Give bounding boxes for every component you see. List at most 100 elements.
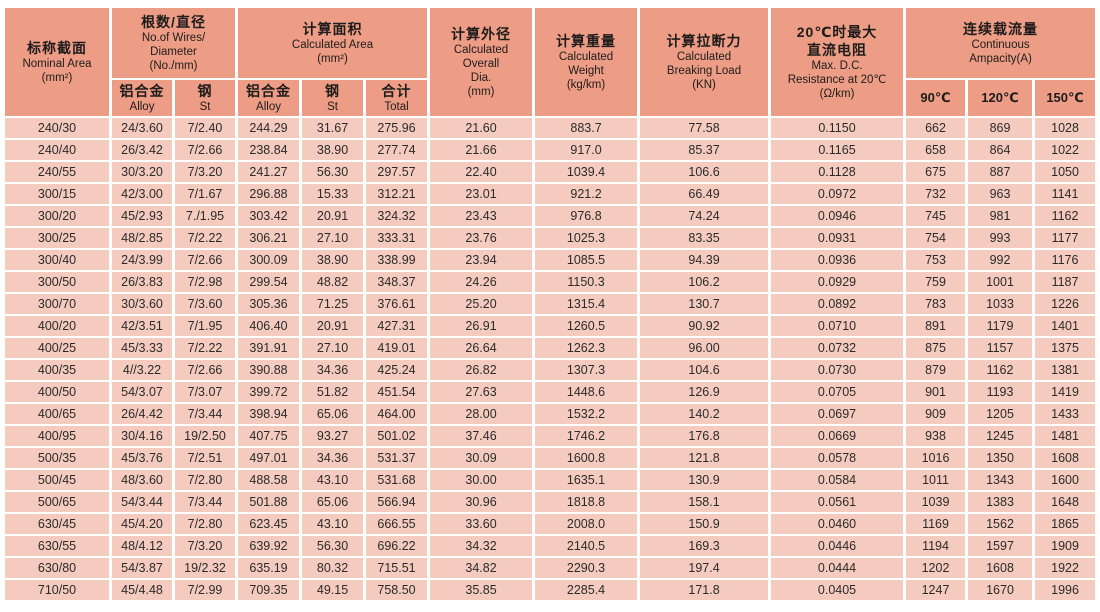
cell-area-steel: 56.30 [302,162,364,183]
cell-breaking-load: 158.1 [640,492,769,513]
subheader-temp-120-label: 120℃ [981,90,1019,106]
cell-wires-alloy: 45/4.20 [112,514,172,535]
cell-area-alloy: 299.54 [238,272,300,293]
cell-ampacity-150: 1648 [1035,492,1096,513]
cell-area-alloy: 305.36 [238,294,300,315]
cell-wires-steel: 7/1.95 [175,316,236,337]
table-row: 710/50 45/4.48 7/2.99 709.35 49.15 758.50 35.8… [5,580,1096,601]
cell-ampacity-90: 662 [906,118,966,139]
cell-area-alloy: 398.94 [238,404,300,425]
cell-area-steel: 20.91 [302,206,364,227]
cell-ampacity-90: 783 [906,294,966,315]
cell-area-total: 277.74 [366,140,428,161]
header-calculated-area-zh: 计算面积 [302,20,363,37]
cell-wires-alloy: 30/3.20 [112,162,172,183]
table-row: 500/45 48/3.60 7/2.80 488.58 43.10 531.68 30.0… [5,470,1096,491]
cell-nominal-area: 710/50 [5,580,109,601]
cell-ampacity-120: 963 [968,184,1033,205]
cell-nominal-area: 630/45 [5,514,109,535]
cell-breaking-load: 176.8 [640,426,769,447]
subheader-temp-90-label: 90℃ [920,90,951,106]
header-calculated-area-en: Calculated Area (mm²) [291,39,374,66]
cell-area-steel: 65.06 [302,404,364,425]
cell-ampacity-90: 901 [906,382,966,403]
subheader-area-total-en: Total [384,101,409,114]
cell-wires-alloy: 4//3.22 [112,360,172,381]
header-wires-diameter: 根数/直径 No.of Wires/ Diameter (No./mm) [112,8,236,78]
cell-area-total: 275.96 [366,118,428,139]
cell-area-total: 427.31 [366,316,428,337]
cell-overall-dia: 25.20 [430,294,533,315]
cell-wires-steel: 7/2.66 [175,360,236,381]
cell-wires-alloy: 45/3.76 [112,448,172,469]
cell-breaking-load: 130.7 [640,294,769,315]
cell-weight: 1315.4 [535,294,638,315]
cell-weight: 2008.0 [535,514,638,535]
cell-dc-resistance: 0.1150 [771,118,904,139]
cell-ampacity-90: 745 [906,206,966,227]
subheader-wires-alloy: 铝合金 Alloy [112,80,172,117]
cell-wires-steel: 7/2.66 [175,250,236,271]
cell-ampacity-120: 1179 [968,316,1033,337]
cell-ampacity-120: 1162 [968,360,1033,381]
cell-ampacity-90: 753 [906,250,966,271]
cell-ampacity-120: 1350 [968,448,1033,469]
cell-overall-dia: 23.94 [430,250,533,271]
cell-area-total: 324.32 [366,206,428,227]
cell-area-steel: 27.10 [302,228,364,249]
cell-ampacity-120: 1608 [968,558,1033,579]
cell-nominal-area: 300/70 [5,294,109,315]
cell-overall-dia: 34.32 [430,536,533,557]
cell-weight: 1600.8 [535,448,638,469]
cell-area-total: 566.94 [366,492,428,513]
subheader-area-alloy-zh: 铝合金 [246,83,292,99]
header-nominal-area: 标称截面 Nominal Area (mm²) [5,8,109,117]
cell-nominal-area: 300/25 [5,228,109,249]
table-row: 630/55 48/4.12 7/3.20 639.92 56.30 696.22 34.3… [5,536,1096,557]
cell-dc-resistance: 0.0444 [771,558,904,579]
subheader-area-steel-en: St [327,101,338,114]
cell-weight: 2140.5 [535,536,638,557]
cell-weight: 1532.2 [535,404,638,425]
cell-ampacity-150: 1600 [1035,470,1096,491]
cell-wires-alloy: 42/3.00 [112,184,172,205]
cell-area-alloy: 306.21 [238,228,300,249]
cell-area-total: 312.21 [366,184,428,205]
cell-nominal-area: 400/95 [5,426,109,447]
header-overall-dia-en: Calculated Overall Dia. (mm) [453,44,509,99]
cell-breaking-load: 96.00 [640,338,769,359]
cell-ampacity-150: 1375 [1035,338,1096,359]
cell-wires-alloy: 26/4.42 [112,404,172,425]
cell-area-total: 333.31 [366,228,428,249]
cell-breaking-load: 104.6 [640,360,769,381]
cell-wires-steel: 7/2.66 [175,140,236,161]
cell-dc-resistance: 0.1128 [771,162,904,183]
cell-area-alloy: 623.45 [238,514,300,535]
cell-wires-alloy: 54/3.44 [112,492,172,513]
subheader-wires-steel-zh: 钢 [197,83,213,99]
cell-breaking-load: 130.9 [640,470,769,491]
cell-ampacity-150: 1141 [1035,184,1096,205]
cell-wires-steel: 7/3.07 [175,382,236,403]
cell-ampacity-120: 1033 [968,294,1033,315]
cell-overall-dia: 26.82 [430,360,533,381]
cell-ampacity-90: 754 [906,228,966,249]
cell-nominal-area: 300/15 [5,184,109,205]
cell-ampacity-120: 1205 [968,404,1033,425]
cell-wires-alloy: 45/3.33 [112,338,172,359]
cell-nominal-area: 630/80 [5,558,109,579]
cell-dc-resistance: 0.0946 [771,206,904,227]
cell-ampacity-90: 658 [906,140,966,161]
cell-ampacity-120: 1193 [968,382,1033,403]
cell-breaking-load: 126.9 [640,382,769,403]
cell-nominal-area: 400/35 [5,360,109,381]
cell-dc-resistance: 0.0705 [771,382,904,403]
cell-nominal-area: 300/40 [5,250,109,271]
table-row: 400/35 4//3.22 7/2.66 390.88 34.36 425.24 26.8… [5,360,1096,381]
cell-area-total: 758.50 [366,580,428,601]
cell-nominal-area: 240/30 [5,118,109,139]
table-row: 400/50 54/3.07 7/3.07 399.72 51.82 451.54 27.6… [5,382,1096,403]
cell-wires-alloy: 26/3.42 [112,140,172,161]
table-row: 240/55 30/3.20 7/3.20 241.27 56.30 297.57 22.4… [5,162,1096,183]
header-wires-diameter-en: No.of Wires/ Diameter (No./mm) [141,32,206,73]
